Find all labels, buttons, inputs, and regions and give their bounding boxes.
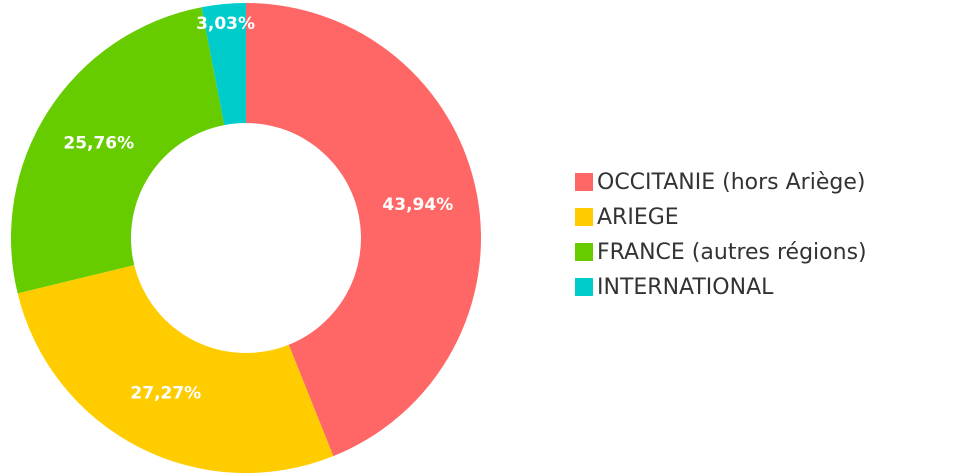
legend-swatch (575, 278, 593, 296)
legend-label: INTERNATIONAL (597, 275, 774, 300)
slice (201, 3, 246, 126)
legend-swatch (575, 208, 593, 226)
legend-swatch (575, 243, 593, 261)
slice (10, 7, 225, 294)
slice (17, 265, 334, 473)
data-label: 43,94% (382, 195, 453, 215)
legend-label: OCCITANIE (hors Ariège) (597, 170, 865, 195)
legend-label: ARIEGE (597, 205, 679, 230)
data-label: 3,03% (196, 14, 255, 34)
legend-swatch (575, 173, 593, 191)
data-label: 25,76% (63, 133, 134, 153)
legend-label: FRANCE (autres régions) (597, 240, 867, 265)
data-label: 27,27% (130, 384, 201, 404)
slice (246, 3, 481, 457)
